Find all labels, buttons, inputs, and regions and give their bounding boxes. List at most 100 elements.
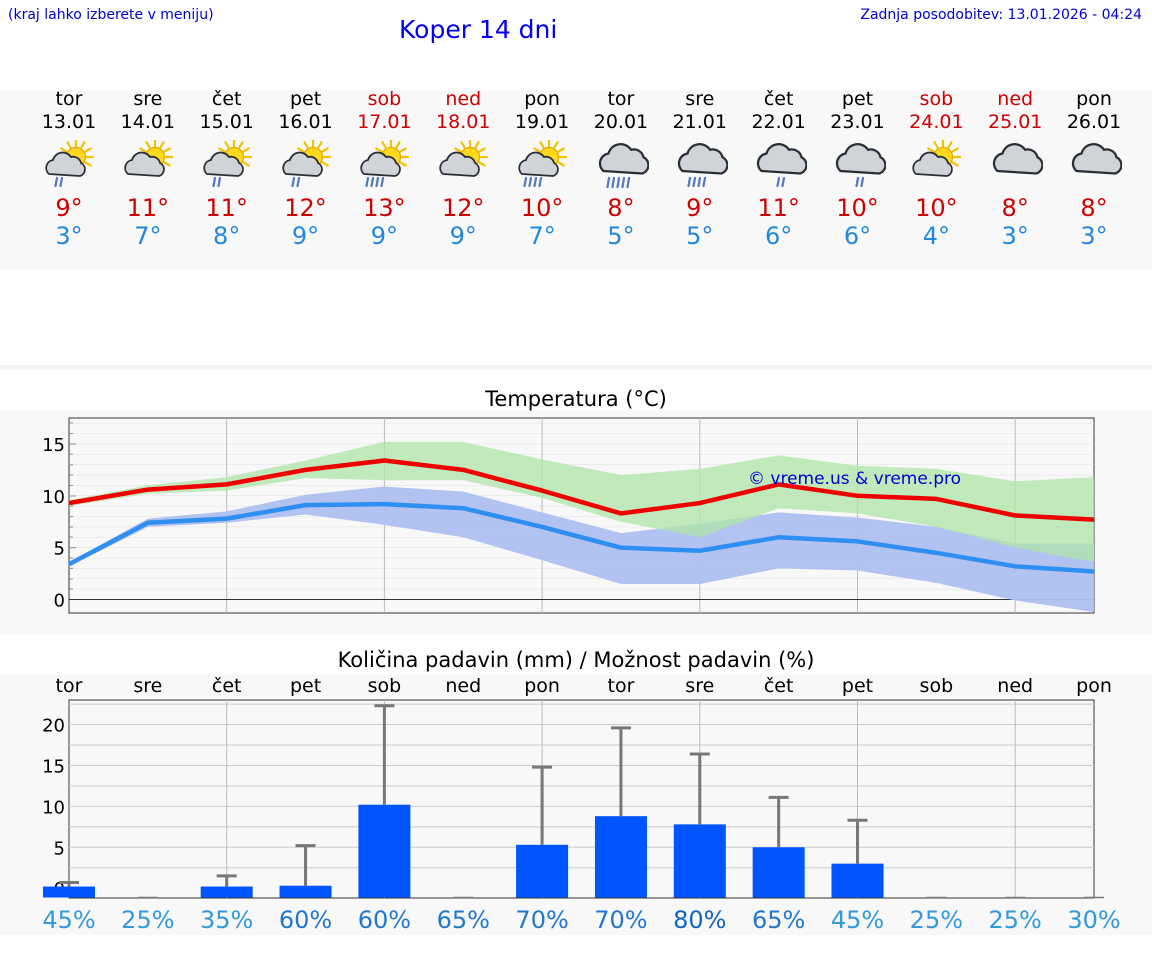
day-column: ned 18.01 12° 9° <box>423 88 503 250</box>
max-temp: 10° <box>520 194 564 222</box>
max-temp: 9° <box>55 194 83 222</box>
min-temp: 3° <box>1001 222 1029 250</box>
precip-probability: 65% <box>752 906 805 934</box>
min-temp: 5° <box>686 222 714 250</box>
min-temp-line <box>67 501 1095 574</box>
y-tick-label: 20 <box>42 716 65 737</box>
sun-cloud-light-rain-icon <box>281 140 331 188</box>
precip-probability: 60% <box>358 906 411 934</box>
precip-probability: 70% <box>515 906 568 934</box>
max-temp: 13° <box>363 194 406 222</box>
day-date: 21.01 <box>672 111 727 133</box>
x-category-label: pon <box>1076 675 1112 697</box>
day-name: sre <box>133 88 163 110</box>
y-tick-label: 10 <box>42 487 65 508</box>
day-column: čet 22.01 11° 6° <box>739 88 819 250</box>
cloud-icon <box>1071 143 1123 175</box>
y-tick-label: 15 <box>42 435 65 456</box>
min-temp: 5° <box>607 222 635 250</box>
day-column: pon 26.01 8° 3° <box>1054 88 1134 250</box>
day-name: sob <box>919 88 954 110</box>
day-date: 17.01 <box>357 111 412 133</box>
x-category-label: pet <box>290 675 321 697</box>
x-category-label: sob <box>368 675 402 697</box>
precip-bar <box>752 847 805 898</box>
cloud-icon <box>993 143 1044 175</box>
precip-probability: 65% <box>437 906 490 934</box>
precip-probability: 45% <box>42 906 95 934</box>
day-name: čet <box>211 88 242 110</box>
max-temp: 11° <box>126 194 170 222</box>
precip-bar <box>516 844 569 898</box>
precip-bar <box>43 886 95 898</box>
day-column: tor 13.01 9° 3° <box>29 88 109 250</box>
precip-bar <box>358 804 411 898</box>
max-temp: 8° <box>1080 194 1108 222</box>
sun-cloud-light-rain-icon <box>45 140 95 188</box>
precip-bar <box>594 816 647 898</box>
min-temp: 6° <box>765 222 793 250</box>
x-category-label: ned <box>997 675 1033 697</box>
day-date: 25.01 <box>987 111 1043 133</box>
day-name: čet <box>763 88 794 110</box>
max-temp: 9° <box>686 194 714 222</box>
precip-bar <box>831 863 884 898</box>
day-date: 14.01 <box>120 111 176 133</box>
day-column: tor 20.01 8° 5° <box>581 88 661 250</box>
day-column: sre 14.01 11° 7° <box>108 88 188 250</box>
min-temp: 9° <box>291 222 320 250</box>
day-column: sre 21.01 9° 5° <box>660 88 740 250</box>
cloud-light-rain-icon <box>756 143 807 188</box>
sun-cloud-icon <box>439 140 489 177</box>
day-column: sob 24.01 10° 4° <box>896 88 976 250</box>
day-date: 15.01 <box>199 111 254 133</box>
day-column: sob 17.01 13° 9° <box>344 88 424 250</box>
x-category-label: sre <box>133 675 162 697</box>
sun-cloud-rain-icon <box>360 140 410 188</box>
precip-probability: 25% <box>989 906 1042 934</box>
min-temp: 9° <box>449 222 477 250</box>
day-column: pet 16.01 12° 9° <box>266 88 346 250</box>
day-date: 19.01 <box>514 111 570 133</box>
y-tick-label: 5 <box>54 838 65 859</box>
temperature-chart-title: Temperatura (°C) <box>485 387 667 411</box>
x-category-label: čet <box>212 675 242 697</box>
max-temp-line <box>68 458 1095 522</box>
divider <box>0 365 1152 370</box>
precip-probability: 25% <box>121 906 174 934</box>
day-date: 26.01 <box>1066 111 1122 133</box>
region-hint-link[interactable]: (kraj lahko izberete v meniju) <box>8 7 214 23</box>
max-temp: 10° <box>915 194 958 222</box>
max-temp: 11° <box>757 194 800 222</box>
day-name: pon <box>524 88 560 110</box>
x-category-label: tor <box>56 675 83 697</box>
precip-probability: 30% <box>1067 906 1120 934</box>
y-tick-label: 15 <box>42 756 65 777</box>
y-tick-label: 0 <box>54 591 65 612</box>
day-name: pet <box>841 88 874 110</box>
min-temp: 9° <box>370 222 399 250</box>
min-range-band <box>69 486 1095 612</box>
max-temp: 11° <box>205 194 248 222</box>
max-temp: 10° <box>836 194 879 222</box>
day-column: pet 23.01 10° 6° <box>818 88 898 250</box>
day-date: 20.01 <box>593 111 649 133</box>
x-category-label: tor <box>608 675 635 697</box>
day-column: čet 15.01 11° 8° <box>187 88 267 250</box>
min-temp: 4° <box>922 222 950 250</box>
precip-plot-area <box>68 699 1095 899</box>
min-temp: 7° <box>134 222 162 250</box>
max-temp: 8° <box>607 194 635 222</box>
day-name: pet <box>289 88 322 110</box>
y-tick-label: 10 <box>42 797 65 818</box>
day-column: pon 19.01 10° 7° <box>502 88 582 250</box>
x-category-label: sre <box>685 675 714 697</box>
min-temp: 3° <box>55 222 83 250</box>
sun-cloud-icon <box>124 140 173 177</box>
min-temp: 3° <box>1080 222 1108 250</box>
day-name: pon <box>1076 88 1112 110</box>
max-temp: 8° <box>1001 194 1029 222</box>
day-date: 23.01 <box>830 111 885 133</box>
last-update-text: Zadnja posodobitev: 13.01.2026 - 04:24 <box>860 7 1142 23</box>
